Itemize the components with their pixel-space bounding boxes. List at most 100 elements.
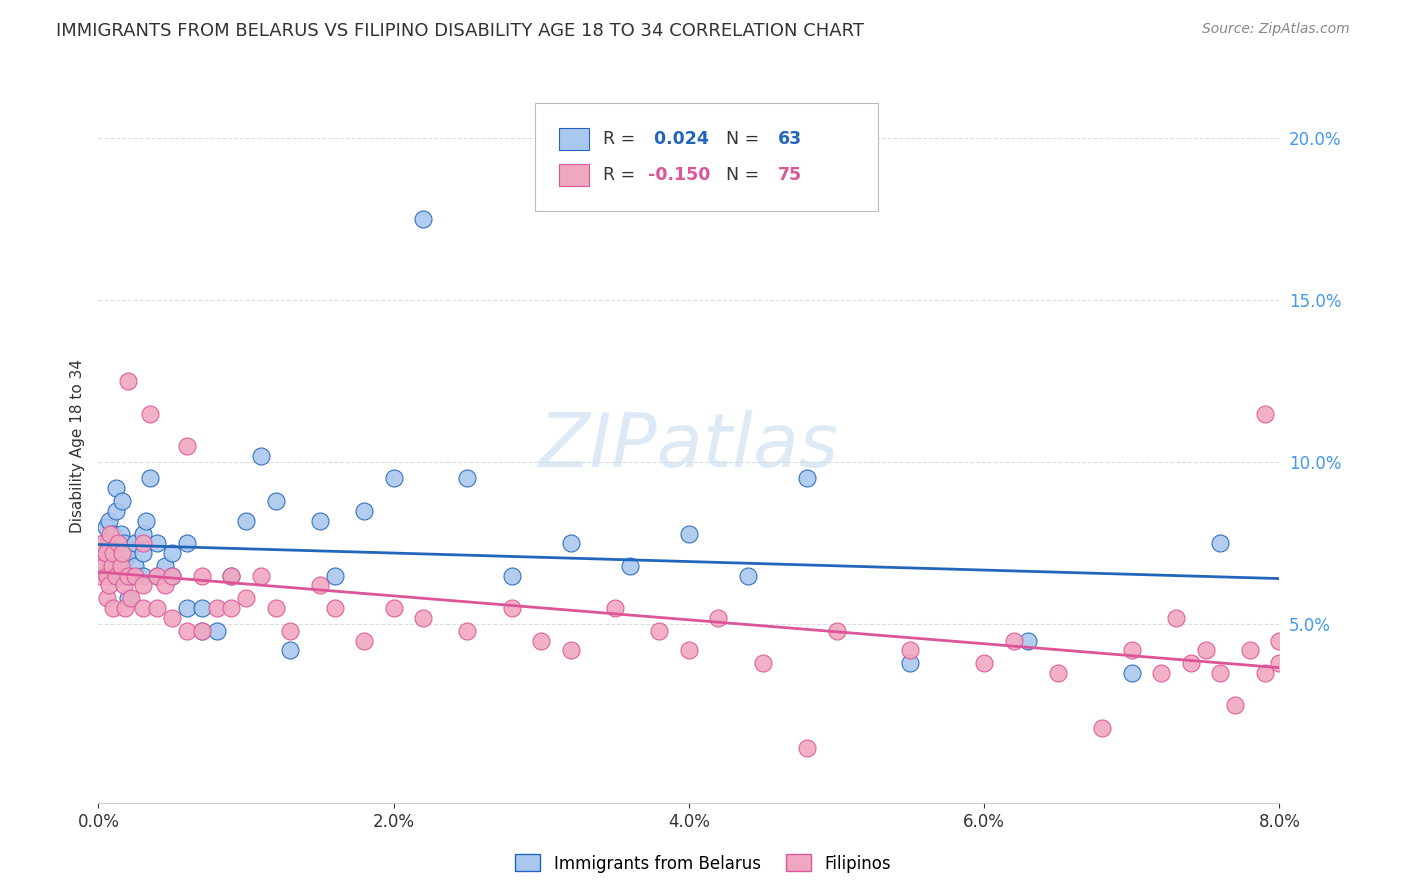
Point	[93, 536, 115, 550]
Point	[205, 601, 228, 615]
Point	[117, 568, 139, 582]
Point	[752, 657, 775, 671]
Point	[162, 568, 183, 582]
Point	[648, 624, 671, 638]
Point	[530, 633, 553, 648]
Point	[280, 643, 302, 657]
Point	[1254, 407, 1277, 421]
Point	[98, 526, 121, 541]
Text: IMMIGRANTS FROM BELARUS VS FILIPINO DISABILITY AGE 18 TO 34 CORRELATION CHART: IMMIGRANTS FROM BELARUS VS FILIPINO DISA…	[56, 22, 865, 40]
Point	[264, 494, 287, 508]
Point	[191, 624, 214, 638]
Point	[96, 568, 118, 582]
Point	[117, 568, 139, 582]
Point	[1018, 633, 1040, 648]
Point	[117, 374, 139, 388]
Point	[1121, 666, 1143, 681]
Point	[132, 578, 155, 592]
FancyBboxPatch shape	[560, 128, 589, 150]
Point	[560, 536, 582, 550]
Point	[619, 559, 641, 574]
Point	[353, 504, 375, 518]
Text: N =: N =	[714, 130, 765, 148]
Point	[153, 578, 176, 592]
Point	[825, 624, 848, 638]
Point	[94, 520, 117, 534]
Point	[105, 504, 128, 518]
Point	[382, 471, 405, 485]
Point	[139, 407, 162, 421]
Point	[162, 568, 183, 582]
Point	[176, 624, 198, 638]
Point	[110, 568, 132, 582]
Text: 63: 63	[778, 130, 801, 148]
Point	[132, 536, 155, 550]
Point	[1225, 698, 1247, 713]
Point	[91, 559, 114, 574]
Text: R =: R =	[603, 130, 641, 148]
Point	[796, 740, 818, 755]
Point	[191, 601, 214, 615]
Point	[323, 568, 346, 582]
Point	[605, 601, 627, 615]
Point	[107, 536, 129, 550]
Point	[124, 568, 146, 582]
Text: Source: ZipAtlas.com: Source: ZipAtlas.com	[1202, 22, 1350, 37]
Point	[100, 559, 122, 574]
Point	[120, 591, 142, 606]
Text: R =: R =	[603, 166, 641, 184]
Point	[105, 568, 128, 582]
Point	[97, 578, 120, 592]
Point	[146, 601, 169, 615]
Point	[176, 439, 198, 453]
Point	[560, 643, 582, 657]
Point	[132, 546, 155, 560]
Point	[91, 536, 114, 550]
Point	[309, 514, 332, 528]
Point	[264, 601, 287, 615]
FancyBboxPatch shape	[536, 103, 877, 211]
Text: 75: 75	[778, 166, 801, 184]
Point	[1091, 721, 1114, 735]
Point	[1150, 666, 1173, 681]
Point	[1268, 657, 1291, 671]
Point	[1180, 657, 1202, 671]
Point	[501, 568, 523, 582]
Point	[96, 591, 118, 606]
Point	[191, 624, 214, 638]
Point	[1002, 633, 1025, 648]
Point	[103, 546, 125, 560]
Point	[973, 657, 995, 671]
Point	[114, 552, 136, 566]
Point	[162, 611, 183, 625]
Point	[114, 601, 136, 615]
Point	[457, 624, 479, 638]
Point	[132, 526, 155, 541]
Point	[90, 546, 112, 560]
Point	[94, 546, 117, 560]
Point	[1195, 643, 1218, 657]
Point	[457, 471, 479, 485]
Point	[120, 568, 142, 582]
Point	[309, 578, 332, 592]
Point	[900, 643, 922, 657]
Point	[221, 601, 243, 615]
Point	[678, 643, 700, 657]
Point	[146, 568, 169, 582]
Point	[221, 568, 243, 582]
Point	[1268, 633, 1291, 648]
Point	[1166, 611, 1188, 625]
Point	[1121, 643, 1143, 657]
Point	[382, 601, 405, 615]
Point	[132, 568, 155, 582]
Point	[96, 568, 118, 582]
Y-axis label: Disability Age 18 to 34: Disability Age 18 to 34	[69, 359, 84, 533]
Point	[107, 559, 129, 574]
Text: N =: N =	[714, 166, 765, 184]
FancyBboxPatch shape	[560, 164, 589, 186]
Point	[235, 591, 257, 606]
Point	[280, 624, 302, 638]
Point	[117, 591, 139, 606]
Point	[105, 481, 128, 495]
Point	[139, 471, 162, 485]
